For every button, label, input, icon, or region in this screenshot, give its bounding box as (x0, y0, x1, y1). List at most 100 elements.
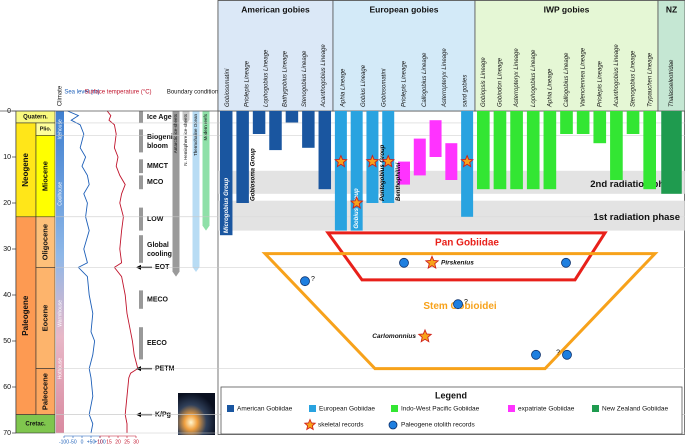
skeletal-record-star (349, 195, 364, 209)
skeletal-record-star (334, 154, 348, 168)
otolith-query: ? (464, 299, 468, 306)
epoch-box (35, 368, 56, 415)
event-label: MCO (147, 179, 164, 186)
group-title: IWP gobies (544, 4, 590, 14)
lineage-label: Priolepis Lineage (244, 60, 250, 107)
event-bar (139, 207, 143, 231)
lineage-range-bar (334, 111, 347, 231)
epoch-label: Oligocene (40, 224, 49, 260)
lineage-range-bar (526, 111, 540, 190)
event-bar (139, 111, 143, 123)
lineage-range-bar (560, 111, 573, 134)
event-label: K/Pg (155, 411, 171, 418)
time-tick-label: 60 (3, 384, 11, 391)
lineage-range-bar (398, 161, 410, 185)
lineage-range-bar (413, 138, 426, 176)
time-tick-label: 10 (3, 154, 11, 161)
lineage-label: Stenogobius Lineage (302, 50, 308, 107)
radiation-phase-label: 2nd radiation phase (590, 179, 680, 190)
otolith-record (399, 257, 409, 268)
climate-state: Coolhouse (57, 182, 63, 206)
lineage-label: Stenogobius Lineage (631, 50, 637, 107)
epoch-label: Paleocene (40, 373, 49, 410)
epoch-label: Plio. (40, 127, 52, 133)
sea-level-curve-tick-label: +50 (87, 439, 96, 445)
lineage-label: Lophogobius Lineage (531, 49, 537, 107)
fossil-name: Carlomonnius (372, 333, 416, 340)
radiation-phase-label: 1st radiation phase (593, 212, 680, 223)
lineage-range-bar (493, 111, 507, 190)
lineage-range-bar (593, 111, 607, 144)
fossil-name: Pirskenius (441, 260, 474, 267)
event-bar (139, 159, 143, 174)
lineage-label: Acanthogobius Lineage (321, 44, 327, 108)
lineage-range-bar (510, 111, 523, 190)
lineage-label: Trypauchen Lineage (647, 52, 653, 107)
sea-level-header: Sea level (m) (64, 90, 99, 96)
lineage-range-bar (661, 111, 682, 194)
lineage-label: Valenciennea Lineage (581, 47, 587, 107)
otolith-record (453, 299, 463, 310)
clade-outline (325, 231, 608, 282)
time-tick-label: 30 (3, 246, 11, 253)
lineage-label: Gobiosomatini (381, 68, 387, 107)
legend-star (303, 418, 317, 431)
event-label: Biogenic bloom (147, 134, 177, 150)
lineage-label: Aphia Lineage (547, 68, 553, 108)
skeletal-record-star (424, 255, 440, 270)
legend-label: European Gobiidae (319, 406, 375, 413)
radiation-phase-band (218, 170, 685, 194)
radiation-phase-band (218, 200, 685, 231)
lineage-range-bar (302, 111, 315, 148)
lineage-range-bar (643, 111, 657, 190)
lineage-range-bar (626, 111, 640, 134)
event-bar (139, 327, 143, 360)
lineage-range-bar (445, 143, 458, 180)
temperature-curve-tick-label: 15 (106, 439, 112, 445)
event-bar (139, 175, 143, 190)
lineage-range-bar (610, 111, 623, 180)
time-tick-label: 40 (3, 292, 11, 299)
lineage-label: sand gobies (462, 75, 468, 107)
lineage-label: Priolepis Lineage (402, 60, 408, 107)
temperature-curve-tick-label: 30 (133, 439, 139, 445)
legend-title: Legend (435, 390, 467, 400)
lineage-range-bar (318, 111, 332, 190)
lineage-label: Asterropteryx Lineage (442, 48, 448, 108)
lineage-label: Callogobius Lineage (422, 52, 428, 107)
climate-state: Icehouse (57, 119, 63, 140)
boundary-label: Antarctic ice-sheets (173, 113, 178, 153)
legend-swatch (391, 405, 398, 412)
climate-header: Climate (58, 85, 64, 106)
lineage-label: Bathygobius Lineage (283, 50, 289, 107)
clade-outline (261, 252, 659, 371)
event-bar (139, 290, 143, 309)
legend-label: Paleogene otolith records (401, 422, 475, 429)
event-label: EECO (147, 340, 167, 347)
legend-circle (388, 420, 398, 430)
lineage-label: Gobiodon Lineage (498, 57, 504, 107)
temperature-curve-tick-label: 25 (124, 439, 130, 445)
lineage-label: Acanthogobius Lineage (614, 44, 620, 108)
sea-level-curve-tick-label: 0 (81, 439, 84, 445)
lineage-range-bar (252, 111, 266, 134)
boundary-bar (192, 111, 200, 272)
boundary-bar (172, 111, 180, 277)
skeletal-record-star (460, 154, 474, 168)
asteroid-photo (178, 393, 215, 435)
period-label: Quatern. (23, 115, 48, 121)
clade-label: Pan Gobiidae (435, 238, 499, 249)
temperature-curve (106, 110, 139, 433)
event-label: EOT (155, 264, 170, 271)
lineage-label: Lophogobius Lineage (263, 49, 269, 107)
climate-state: Warmhouse (57, 300, 63, 327)
sea-level-curve-tick-label: -50 (69, 439, 76, 445)
group-header (474, 0, 659, 112)
time-tick-label: 50 (3, 338, 11, 345)
group-title: American gobies (241, 4, 310, 14)
boundary-header: Boundary conditions (167, 90, 221, 96)
lineage-range-bar (285, 111, 299, 123)
legend-box (220, 386, 683, 435)
group-label: Gobiosoma Group (250, 148, 256, 201)
otolith-record (300, 276, 310, 287)
